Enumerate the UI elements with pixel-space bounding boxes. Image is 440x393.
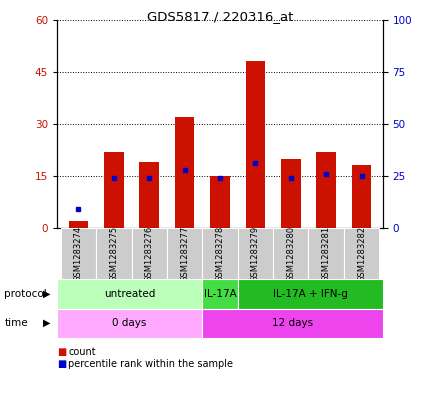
Bar <box>246 61 265 228</box>
Text: 12 days: 12 days <box>272 318 313 328</box>
Text: GSM1283276: GSM1283276 <box>145 225 154 282</box>
Text: GSM1283282: GSM1283282 <box>357 226 366 281</box>
Text: IL-17A + IFN-g: IL-17A + IFN-g <box>273 289 348 299</box>
Text: 0 days: 0 days <box>112 318 147 328</box>
Bar <box>273 228 308 279</box>
Text: ▶: ▶ <box>43 318 51 328</box>
Bar <box>202 279 238 309</box>
Text: ▶: ▶ <box>43 289 51 299</box>
Text: GSM1283275: GSM1283275 <box>109 226 118 281</box>
Text: GSM1283274: GSM1283274 <box>74 226 83 281</box>
Bar <box>308 228 344 279</box>
Bar <box>61 228 96 279</box>
Text: GSM1283278: GSM1283278 <box>216 225 224 282</box>
Text: GSM1283279: GSM1283279 <box>251 226 260 281</box>
Text: protocol: protocol <box>4 289 47 299</box>
Bar <box>352 165 371 228</box>
Bar <box>139 162 159 228</box>
Bar <box>96 228 132 279</box>
Text: IL-17A: IL-17A <box>204 289 236 299</box>
Bar <box>57 279 202 309</box>
Bar <box>238 228 273 279</box>
Bar <box>175 117 194 228</box>
Text: GSM1283280: GSM1283280 <box>286 226 295 281</box>
Text: time: time <box>4 318 28 328</box>
Text: GSM1283277: GSM1283277 <box>180 225 189 282</box>
Text: count: count <box>68 347 96 357</box>
Bar <box>69 221 88 228</box>
Bar <box>316 152 336 228</box>
Bar <box>210 176 230 228</box>
Text: percentile rank within the sample: percentile rank within the sample <box>68 358 233 369</box>
Bar <box>344 228 379 279</box>
Text: untreated: untreated <box>104 289 155 299</box>
Bar <box>238 279 383 309</box>
Bar <box>167 228 202 279</box>
Bar <box>132 228 167 279</box>
Bar <box>57 309 202 338</box>
Text: GSM1283281: GSM1283281 <box>322 226 331 281</box>
Text: ■: ■ <box>57 358 66 369</box>
Bar <box>281 158 301 228</box>
Bar <box>202 228 238 279</box>
Text: GDS5817 / 220316_at: GDS5817 / 220316_at <box>147 10 293 23</box>
Bar <box>202 309 383 338</box>
Bar <box>104 152 124 228</box>
Text: ■: ■ <box>57 347 66 357</box>
